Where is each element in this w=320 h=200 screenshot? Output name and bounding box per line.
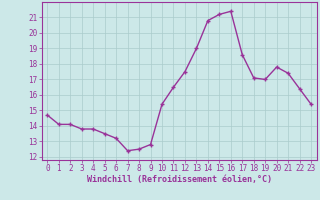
X-axis label: Windchill (Refroidissement éolien,°C): Windchill (Refroidissement éolien,°C) xyxy=(87,175,272,184)
